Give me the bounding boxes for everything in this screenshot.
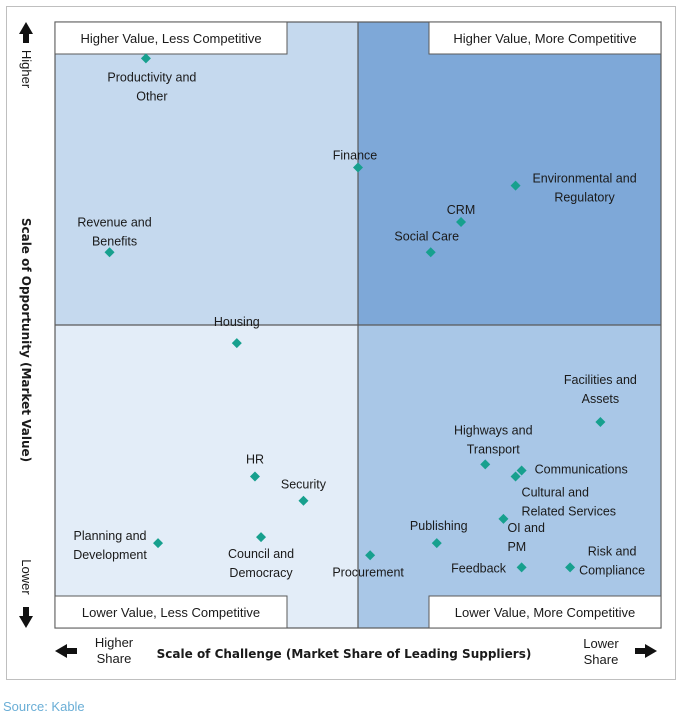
data-point-marker	[353, 162, 363, 173]
data-point-marker	[249, 471, 260, 482]
data-point-marker	[256, 532, 267, 543]
x-axis-high-label: Lower Share	[583, 636, 619, 667]
data-point-label: OI and PM	[507, 521, 545, 554]
data-point-marker	[516, 562, 527, 573]
data-point-marker	[480, 459, 491, 470]
quadrant-chart: Higher Value, Less Competitive Higher Val…	[19, 21, 662, 667]
arrow-right-icon	[645, 644, 657, 658]
data-point-marker	[425, 247, 436, 258]
data-point-label: Feedback	[451, 561, 507, 575]
data-point-marker	[104, 247, 115, 258]
data-point-marker	[456, 216, 467, 227]
arrow-up-icon	[19, 22, 33, 34]
quadrant-bottom-right	[358, 325, 661, 628]
data-point-label: Social Care	[394, 229, 459, 243]
arrow-left-icon	[55, 644, 67, 658]
arrow-right-stem	[635, 648, 645, 654]
arrow-left-stem	[67, 648, 77, 654]
data-point-marker	[298, 495, 309, 506]
data-point-marker	[153, 538, 164, 549]
y-axis-high-label: Higher	[19, 50, 34, 89]
quadrant-label: Lower Value, More Competitive	[455, 605, 635, 620]
quadrant-top-right	[358, 22, 661, 325]
quadrant-label-box	[54, 21, 288, 55]
quadrant-label: Higher Value, More Competitive	[453, 31, 636, 46]
quadrant-label-box	[428, 595, 662, 629]
data-point-label: Publishing	[410, 519, 468, 533]
data-point-label: HR	[246, 453, 264, 467]
data-point-label: Highways and Transport	[454, 423, 533, 456]
data-points: Productivity and Other Finance Environmenta…	[73, 53, 645, 580]
arrow-up-stem	[23, 34, 29, 43]
quadrant-label: Higher Value, Less Competitive	[80, 31, 261, 46]
data-point-marker	[231, 338, 242, 349]
quadrant-label: Lower Value, Less Competitive	[82, 605, 260, 620]
data-point-marker	[498, 513, 509, 524]
x-axis-low-label: Higher Share	[95, 635, 134, 666]
arrow-down-icon	[19, 616, 33, 628]
arrow-down-stem	[23, 607, 29, 616]
data-point-label: Planning and Development	[73, 529, 147, 562]
quadrant-top-left	[55, 22, 358, 325]
data-point-label: Productivity and Other	[107, 70, 196, 103]
data-point-label: Housing	[214, 315, 260, 329]
data-point-label: Communications	[535, 462, 628, 476]
data-point-marker	[431, 538, 442, 549]
y-axis-low-label: Lower	[19, 559, 34, 595]
data-point-label: Security	[281, 478, 327, 492]
data-point-label: Finance	[333, 148, 378, 162]
quadrant-label-box	[428, 21, 662, 55]
data-point-label: Procurement	[332, 565, 404, 579]
data-point-label: Risk and Compliance	[579, 544, 645, 577]
data-point-marker	[510, 471, 521, 482]
data-point-label: Facilities and Assets	[564, 373, 637, 406]
data-point-marker	[565, 562, 576, 573]
quadrant-backgrounds	[54, 21, 662, 629]
data-point-label: Cultural and Related Services	[522, 486, 617, 519]
quadrant-labels: Higher Value, Less Competitive Higher Val…	[54, 21, 662, 629]
quadrant-bottom-left	[55, 325, 358, 628]
data-point-label: Environmental and Regulatory	[532, 172, 636, 205]
data-point-label: Revenue and Benefits	[77, 215, 151, 248]
data-point-label: CRM	[447, 203, 475, 217]
axes: Higher Lower Scale of Opportunity (Market …	[19, 22, 657, 667]
data-point-label: Council and Democracy	[228, 547, 294, 580]
source-note: Source: Kable	[3, 699, 85, 714]
data-point-marker	[595, 416, 606, 427]
x-axis-title: Scale of Challenge (Market Share of Lead…	[157, 647, 532, 661]
y-axis-title: Scale of Opportunity (Market Value)	[19, 218, 33, 462]
data-point-marker	[510, 180, 521, 191]
quadrant-label-box	[54, 595, 288, 629]
data-point-marker	[140, 53, 151, 64]
chart-frame: Higher Value, Less Competitive Higher Val…	[6, 6, 676, 680]
data-point-marker	[365, 550, 376, 561]
data-point-marker	[516, 465, 527, 476]
